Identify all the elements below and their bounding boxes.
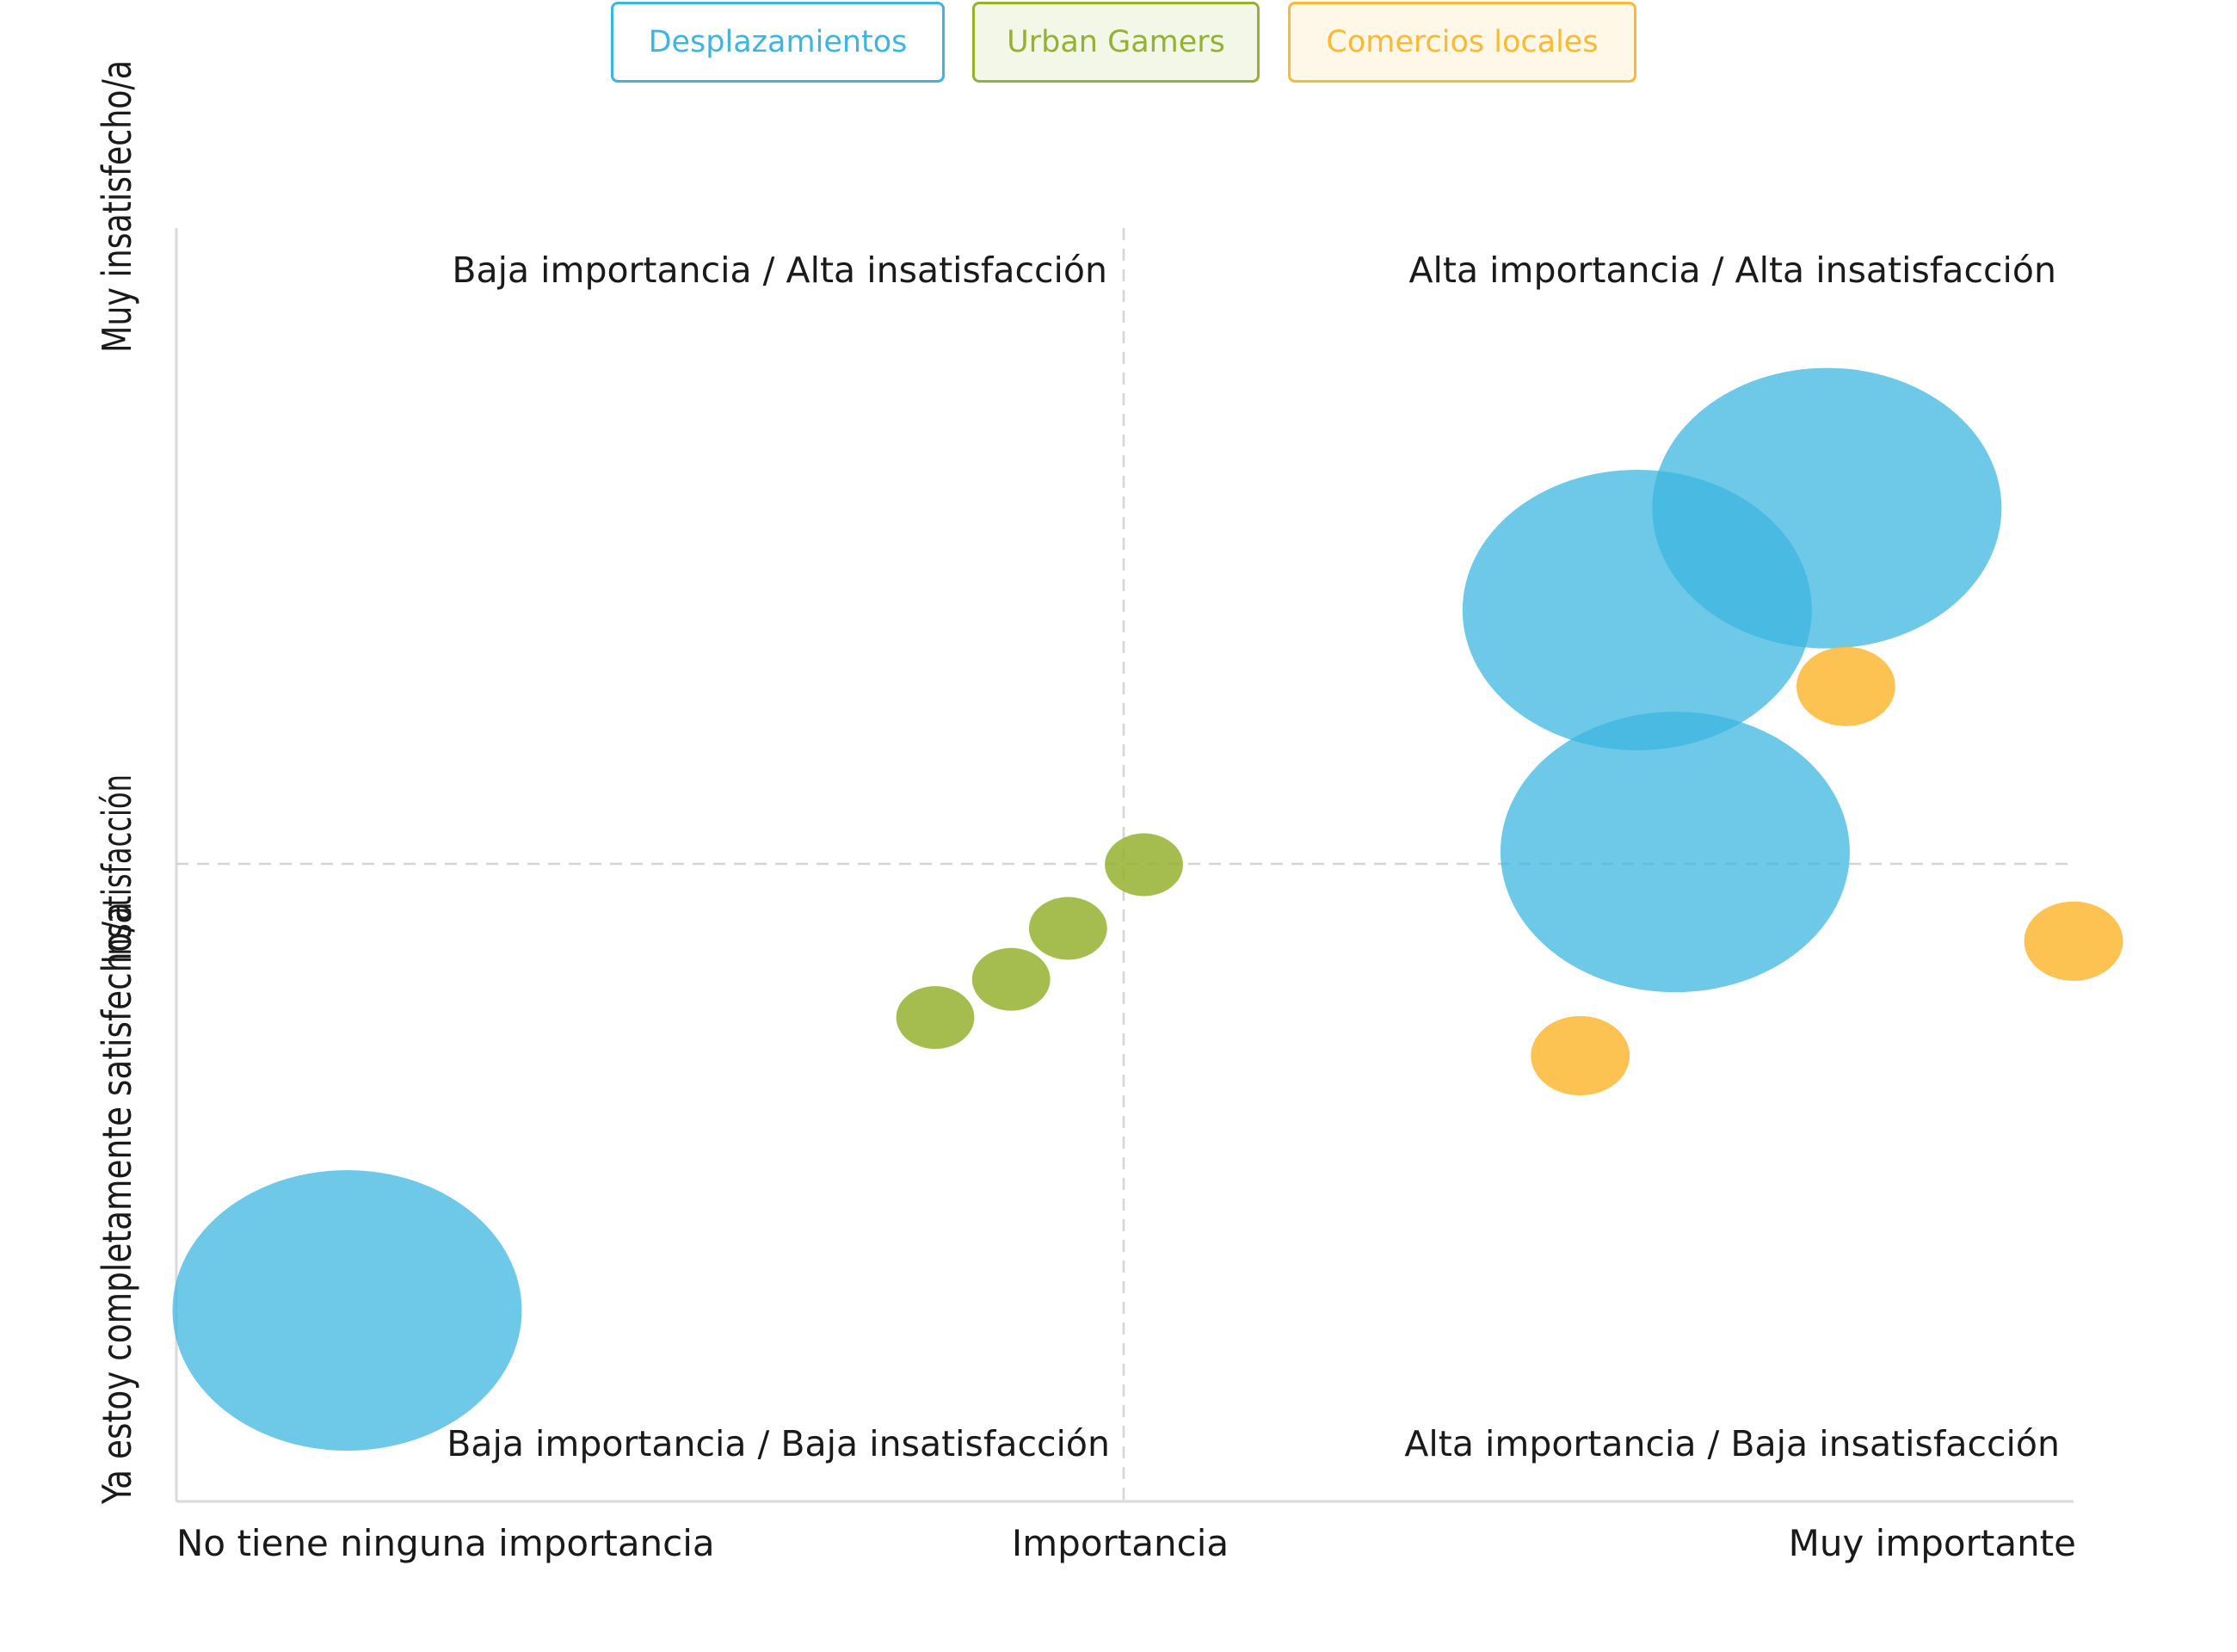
bubble-comercios-locales-3[interactable]	[2024, 901, 2123, 981]
legend-item-urban-gamers[interactable]: Urban Gamers	[972, 2, 1260, 83]
x-axis-title: Importancia	[1012, 1522, 1229, 1564]
axis-labels: No tiene ninguna importancia Importancia…	[94, 60, 2076, 1564]
legend: Desplazamientos Urban Gamers Comercios loc…	[0, 0, 2237, 95]
quadrant-labels: Baja importancia / Alta insatisfacción A…	[447, 250, 2060, 1464]
quadrant-label-top-left: Baja importancia / Alta insatisfacción	[452, 250, 1107, 291]
bubble-urban-gamers-1[interactable]	[896, 986, 975, 1050]
bubble-desplazamientos-4[interactable]	[1500, 712, 1850, 993]
bubbles	[172, 367, 2123, 1451]
y-axis-title: Insatisfacción	[94, 774, 140, 964]
bubble-urban-gamers-2[interactable]	[971, 947, 1051, 1011]
legend-item-desplazamientos[interactable]: Desplazamientos	[611, 2, 945, 83]
bubble-comercios-locales-1[interactable]	[1531, 1015, 1630, 1096]
bubble-desplazamientos-1[interactable]	[172, 1170, 522, 1451]
legend-item-comercios-locales[interactable]: Comercios locales	[1288, 2, 1636, 83]
quadrant-label-bottom-left: Baja importancia / Baja insatisfacción	[447, 1423, 1110, 1464]
bubble-urban-gamers-4[interactable]	[1105, 833, 1183, 897]
bubble-desplazamientos-3[interactable]	[1652, 367, 2002, 649]
bubble-comercios-locales-2[interactable]	[1796, 646, 1895, 726]
quadrant-label-top-right: Alta importancia / Alta insatisfacción	[1408, 250, 2056, 291]
bubble-urban-gamers-3[interactable]	[1028, 897, 1107, 960]
x-max-label: Muy importante	[1789, 1522, 2076, 1564]
y-min-label: Ya estoy completamente satisfecho/a	[94, 902, 140, 1505]
x-min-label: No tiene ninguna importancia	[176, 1522, 715, 1564]
y-max-label: Muy insatisfecho/a	[94, 60, 140, 353]
quadrant-label-bottom-right: Alta importancia / Baja insatisfacción	[1404, 1423, 2060, 1464]
